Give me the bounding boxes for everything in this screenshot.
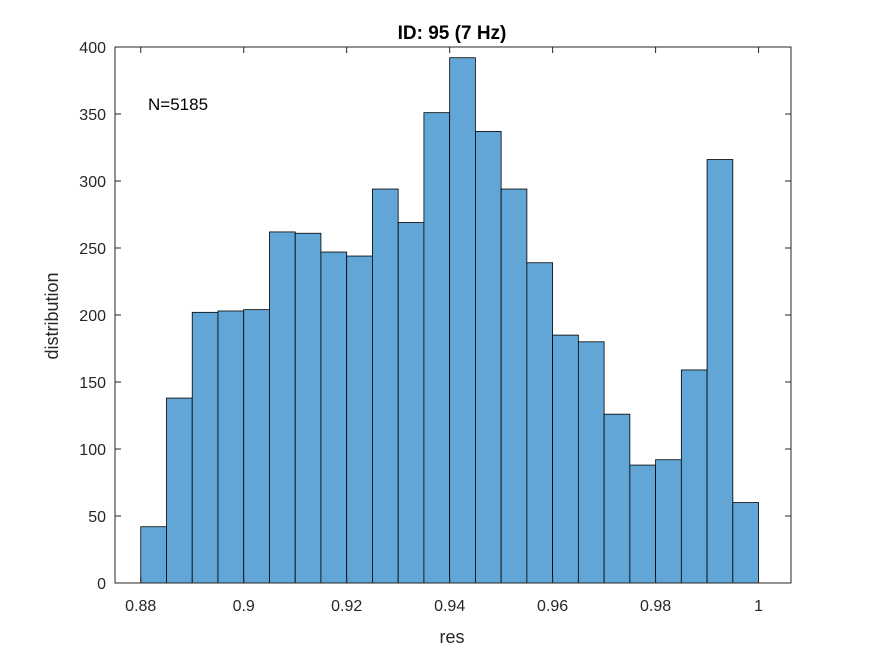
histogram-bar (500, 188, 528, 584)
x-tick-label: 0.96 (537, 598, 568, 615)
histogram-bar (706, 159, 734, 584)
histogram-bar (243, 309, 270, 584)
histogram-bar (629, 464, 656, 584)
histogram-bar (191, 311, 219, 584)
histogram-bar (397, 222, 425, 584)
bars-group (140, 57, 759, 584)
y-tick-label: 200 (79, 308, 106, 325)
histogram-bar (577, 341, 605, 584)
y-tick-label: 400 (79, 40, 106, 57)
y-tick-label: 150 (79, 375, 106, 392)
histogram-bar (732, 502, 759, 584)
histogram-bar (346, 255, 373, 584)
y-tick-label: 300 (79, 174, 106, 191)
x-tick-label: 0.9 (233, 598, 255, 615)
y-tick-label: 250 (79, 241, 106, 258)
histogram-bar (269, 231, 296, 584)
histogram-bar (294, 232, 322, 584)
sample-count-annotation: N=5185 (148, 95, 208, 114)
y-tick-label: 50 (88, 509, 106, 526)
x-tick-label: 0.98 (640, 598, 671, 615)
histogram-bar (372, 188, 399, 584)
y-tick-label: 100 (79, 442, 106, 459)
x-axis-label: res (439, 627, 464, 647)
x-tick-label: 0.88 (125, 598, 156, 615)
y-tick-label: 0 (97, 576, 106, 593)
histogram-bar (217, 310, 245, 584)
histogram-bar (320, 251, 348, 584)
histogram-bar (680, 369, 708, 584)
x-tick-label: 1 (754, 598, 763, 615)
histogram-bar (140, 526, 167, 584)
ticks-group: 0.88 0.9 0.92 0.94 0.96 0.98 1 0 50 100 150 200 250 3… (79, 40, 791, 615)
y-axis-label: distribution (42, 272, 62, 359)
histogram-bar (423, 112, 451, 584)
chart-title: ID: 95 (7 Hz) (398, 23, 507, 44)
histogram-bar (449, 57, 476, 584)
histogram-bar (603, 413, 631, 584)
x-tick-label: 0.94 (434, 598, 465, 615)
histogram-bar (474, 131, 502, 584)
histogram-bar (552, 334, 579, 584)
histogram-bar (166, 397, 193, 584)
histogram-bar (526, 262, 554, 584)
histogram-bar (655, 459, 682, 584)
x-tick-label: 0.92 (331, 598, 362, 615)
y-tick-label: 350 (79, 107, 106, 124)
